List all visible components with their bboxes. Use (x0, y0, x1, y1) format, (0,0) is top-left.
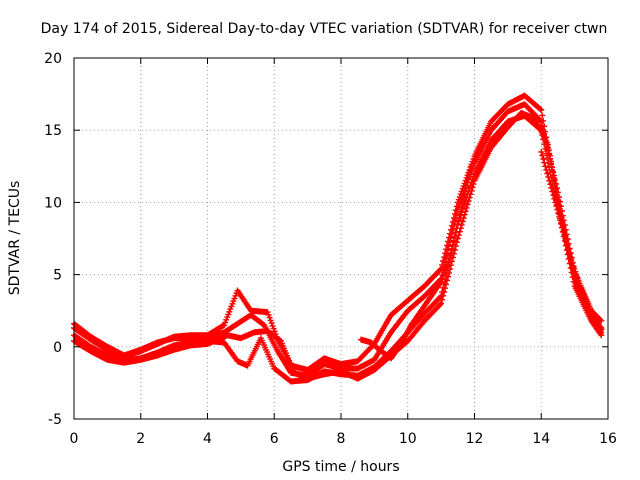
series-trace-b (71, 101, 605, 379)
y-tick-label: 10 (44, 195, 62, 211)
x-tick-label: 2 (136, 431, 145, 447)
series-trace-d (71, 109, 605, 382)
y-tick-label: 5 (53, 268, 62, 284)
series-markers (71, 101, 605, 379)
series-markers (358, 163, 475, 362)
x-tick-label: 0 (70, 431, 79, 447)
series-trace-f (538, 148, 605, 324)
x-tick-label: 4 (203, 431, 212, 447)
x-tick-label: 8 (337, 431, 346, 447)
series-markers (538, 148, 605, 324)
y-tick-label: 15 (44, 123, 62, 139)
y-tick-label: -5 (48, 412, 62, 428)
series-trace-e (358, 163, 475, 362)
x-tick-label: 14 (532, 431, 550, 447)
axis-ticks: 0 2 4 6 8 10 12 14 16 -5 0 5 10 15 20 (44, 51, 617, 447)
x-tick-label: 12 (466, 431, 484, 447)
chart-title: Day 174 of 2015, Sidereal Day-to-day VTE… (41, 21, 608, 37)
y-tick-label: 20 (44, 51, 62, 67)
data-series (71, 92, 605, 385)
y-tick-label: 0 (53, 340, 62, 356)
x-tick-label: 10 (399, 431, 417, 447)
series-trace-a (71, 92, 605, 373)
x-tick-label: 16 (599, 431, 617, 447)
x-tick-label: 6 (270, 431, 279, 447)
series-markers (71, 109, 605, 382)
y-axis-label: SDTVAR / TECUs (7, 181, 23, 296)
x-axis-label: GPS time / hours (282, 459, 399, 475)
series-markers (71, 92, 605, 373)
